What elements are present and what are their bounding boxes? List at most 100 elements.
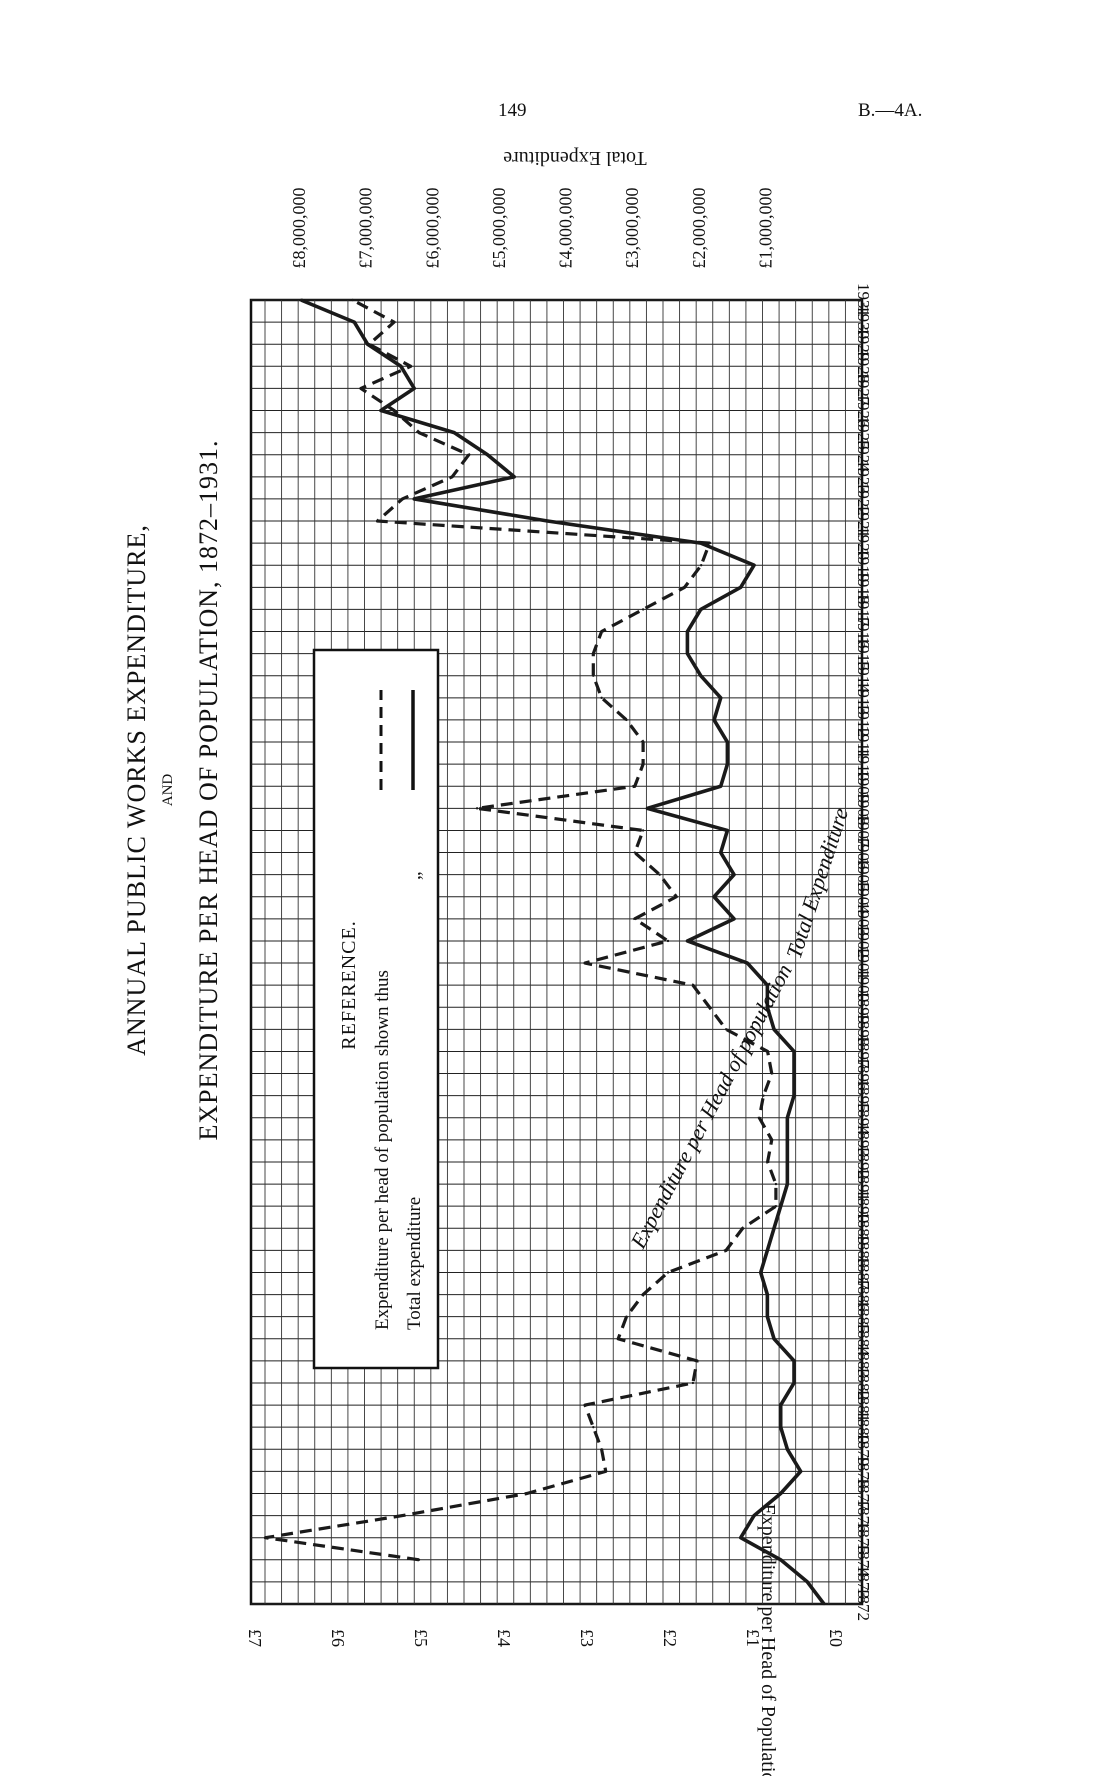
data-point-per-head <box>724 1249 728 1252</box>
data-point-per-head <box>592 674 595 677</box>
data-point-per-head <box>467 453 470 456</box>
x-tick-label: 1909 <box>854 769 873 803</box>
data-point-total <box>726 740 729 744</box>
x-tick-label: 1886 <box>854 1278 873 1312</box>
x-tick-label: 1875 <box>854 1521 873 1555</box>
data-point-per-head <box>525 1492 529 1495</box>
data-point-total <box>772 1028 776 1031</box>
x-tick-label: 1873 <box>854 1565 873 1599</box>
data-point-per-head <box>675 895 678 898</box>
annotation-total: Total Expenditure <box>781 805 853 962</box>
data-point-total <box>712 718 716 722</box>
page-reference: B.—4A. <box>858 100 923 121</box>
data-point-total <box>739 586 742 589</box>
x-tick-label: 1882 <box>854 1366 873 1400</box>
data-point-total <box>772 1337 776 1340</box>
x-tick-label: 1929 <box>854 327 873 361</box>
data-point-per-head <box>592 652 595 655</box>
data-point-per-head <box>762 1094 765 1097</box>
x-tick-label: 1927 <box>854 371 873 406</box>
data-point-total <box>686 630 689 633</box>
y-right-tick-label: £4,000,000 <box>556 188 576 269</box>
data-point-per-head <box>583 1403 587 1407</box>
data-point-total <box>453 431 456 434</box>
x-tick-label: 1912 <box>854 703 873 737</box>
y-right-axis-title: Total Expenditure <box>503 147 647 169</box>
data-point-per-head <box>708 1006 711 1009</box>
data-point-total <box>786 1182 789 1186</box>
data-point-total <box>366 343 369 346</box>
data-point-per-head <box>376 519 379 523</box>
x-tick-label: 1890 <box>854 1189 873 1223</box>
data-point-total <box>752 1514 756 1517</box>
x-tick-label: 1911 <box>854 725 873 758</box>
data-point-per-head <box>359 387 363 390</box>
legend-ditto-mark: „ <box>404 872 425 880</box>
x-tick-label: 1876 <box>854 1499 873 1533</box>
data-point-per-head <box>695 1359 699 1363</box>
x-tick-label: 1900 <box>854 968 873 1002</box>
x-tick-label: 1914 <box>854 659 873 694</box>
y-right-tick-label: £2,000,000 <box>689 188 709 269</box>
data-point-total <box>779 1403 782 1407</box>
data-point-total <box>786 1116 789 1119</box>
data-point-per-head <box>691 1381 695 1385</box>
data-point-total <box>699 674 702 677</box>
data-point-total <box>792 1359 796 1363</box>
data-point-total <box>546 519 549 523</box>
y-right-tick-label: £8,000,000 <box>289 188 309 269</box>
data-point-total <box>699 608 702 611</box>
x-tick-label: 1920 <box>854 526 873 560</box>
data-point-per-head <box>658 873 661 876</box>
data-point-total <box>772 1227 776 1230</box>
data-point-per-head <box>600 630 603 633</box>
y-left-tick-label: £4 <box>494 1629 514 1647</box>
data-point-total <box>739 1536 742 1539</box>
x-tick-label: 1877 <box>854 1476 873 1511</box>
data-point-per-head <box>392 409 396 412</box>
x-tick-label: 1908 <box>854 791 873 825</box>
data-point-total <box>766 983 769 987</box>
data-point-total <box>759 1271 762 1274</box>
x-tick-label: 1903 <box>854 902 873 936</box>
data-point-per-head <box>641 1293 645 1296</box>
data-point-per-head <box>766 1160 769 1164</box>
data-point-per-head <box>641 608 645 611</box>
data-point-total <box>799 1470 802 1473</box>
data-point-total <box>512 475 516 479</box>
x-tick-label: 1885 <box>854 1300 873 1334</box>
data-point-per-head <box>708 541 711 545</box>
y-left-tick-label: £1 <box>743 1629 763 1647</box>
y-right-tick-label: £6,000,000 <box>422 188 442 269</box>
data-point-total <box>792 1094 796 1097</box>
x-tick-label: 1919 <box>854 548 873 582</box>
y-right-axis-ticks: £1,000,000 £2,000,000 £3,000,000 £4,000,000… <box>289 188 775 269</box>
page-number: 149 <box>498 100 527 121</box>
x-tick-label: 1918 <box>854 570 873 604</box>
data-point-per-head <box>401 1514 404 1517</box>
data-point-per-head <box>625 718 628 722</box>
data-point-total <box>699 541 702 545</box>
x-tick-label: 1904 <box>854 880 873 915</box>
series-line-total <box>300 298 826 1606</box>
data-point-total <box>766 1006 769 1009</box>
x-tick-label: 1889 <box>854 1211 873 1245</box>
data-point-total <box>719 696 722 700</box>
data-point-per-head <box>666 1271 670 1274</box>
x-tick-label: 1883 <box>854 1344 873 1378</box>
data-point-total <box>719 785 722 788</box>
y-right-tick-label: £1,000,000 <box>755 188 775 269</box>
data-point-per-head <box>758 1116 761 1119</box>
x-tick-label: 1916 <box>854 615 873 649</box>
x-tick-label: 1906 <box>854 836 873 870</box>
data-point-per-head <box>724 1028 728 1031</box>
x-tick-label: 1930 <box>854 305 873 339</box>
data-point-per-head <box>625 1315 628 1318</box>
data-point-total <box>786 1448 789 1451</box>
x-tick-label: 1891 <box>854 1167 873 1201</box>
data-point-per-head <box>600 696 603 700</box>
legend-title: REFERENCE. <box>338 920 360 1049</box>
data-point-total <box>413 387 416 390</box>
legend: REFERENCE. Expenditure per head of popul… <box>312 648 440 1370</box>
